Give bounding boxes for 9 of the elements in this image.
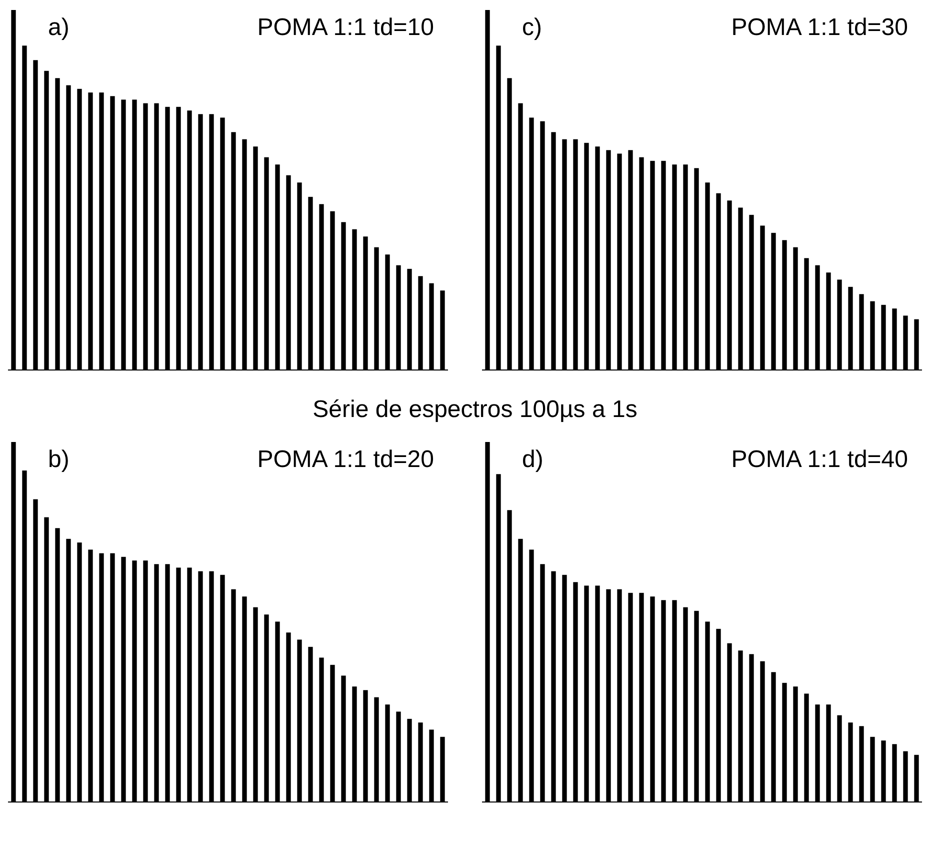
chart-title: POMA 1:1 td=30 — [731, 14, 908, 42]
chart-title: POMA 1:1 td=20 — [257, 446, 434, 474]
chart-title: POMA 1:1 td=10 — [257, 14, 434, 42]
text: Série de espectros 100µs a 1s — [312, 396, 638, 424]
annotation: b) — [48, 446, 70, 474]
chart-title: POMA 1:1 td=40 — [731, 446, 908, 474]
annotation: a) — [48, 14, 70, 42]
annotation: d) — [522, 446, 544, 474]
annotation: c) — [522, 14, 542, 42]
